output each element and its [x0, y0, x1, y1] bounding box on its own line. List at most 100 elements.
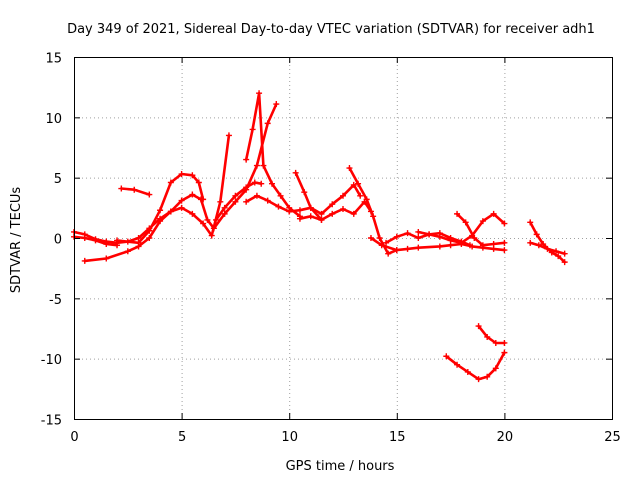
x-tick-label: 0 [70, 430, 78, 445]
data-point [415, 244, 422, 251]
data-point [501, 247, 508, 254]
data-point [458, 239, 465, 246]
data-point [146, 227, 153, 234]
x-tick-label: 5 [178, 430, 186, 445]
data-point [501, 349, 508, 356]
data-point [404, 230, 411, 237]
y-axis-label: SDTVAR / TECUs [9, 187, 24, 294]
axis-ticks: 0 5 10 15 20 25 -15 -10 -5 0 5 10 15 [41, 52, 621, 446]
data-point [544, 245, 551, 252]
data-point [415, 228, 422, 235]
data-point [426, 231, 433, 238]
data-point [443, 353, 450, 360]
data-point [253, 162, 260, 169]
data-point [454, 210, 461, 217]
data-point [490, 241, 497, 248]
data-point [208, 232, 215, 239]
data-point [260, 162, 267, 169]
data-point [340, 192, 346, 199]
data-point [376, 235, 383, 241]
series-arc-16 [443, 349, 508, 383]
data-point [217, 198, 224, 205]
data-point [221, 204, 228, 211]
data-point [135, 239, 142, 246]
data-point [436, 243, 443, 250]
data-point [167, 179, 174, 186]
y-tick-label: -10 [41, 353, 62, 368]
series-arc-2 [81, 101, 280, 264]
series-arc-6 [213, 179, 265, 223]
data-point [350, 181, 357, 188]
data-point [471, 235, 478, 241]
data-point [383, 239, 390, 246]
series-arc-10 [292, 169, 325, 223]
data-point [251, 179, 258, 186]
data-point [114, 242, 121, 249]
data-point [318, 216, 325, 223]
data-point [492, 339, 499, 346]
data-point [415, 235, 422, 241]
grid-lines [74, 57, 612, 419]
data-point [357, 192, 364, 199]
data-point [561, 259, 568, 266]
data-point [178, 171, 185, 178]
data-point [307, 204, 314, 211]
data-point [277, 192, 284, 199]
data-point [157, 218, 164, 225]
data-traces [71, 90, 568, 383]
data-point [404, 245, 411, 252]
y-tick-label: 5 [54, 172, 62, 187]
data-point [146, 235, 153, 241]
data-point [131, 186, 138, 193]
x-axis-label: GPS time / hours [286, 459, 395, 474]
series-line [294, 171, 323, 222]
data-point [484, 333, 491, 340]
series-arc-19 [527, 239, 568, 257]
data-point [275, 203, 282, 210]
data-point [273, 101, 280, 108]
data-point [189, 172, 196, 179]
data-point [464, 368, 471, 375]
data-point [189, 210, 196, 217]
series-arc-4 [118, 185, 153, 198]
data-point [475, 376, 482, 383]
data-point [81, 235, 88, 241]
data-point [243, 198, 250, 205]
y-tick-label: 0 [54, 233, 62, 248]
x-tick-label: 25 [604, 430, 621, 445]
data-point [475, 323, 482, 330]
x-tick-label: 20 [497, 430, 514, 445]
data-point [454, 361, 461, 368]
data-point [355, 180, 362, 187]
data-point [307, 213, 314, 220]
data-point [178, 197, 185, 204]
data-point [292, 169, 299, 176]
data-point [479, 218, 486, 225]
chart-title: Day 349 of 2021, Sidereal Day-to-day VTE… [67, 22, 595, 37]
data-point [301, 189, 308, 196]
data-point [103, 241, 110, 248]
data-point [385, 250, 392, 257]
data-point [146, 191, 153, 198]
data-point [329, 210, 336, 217]
series-arc-18 [527, 219, 568, 266]
data-point [447, 237, 454, 244]
data-point [103, 255, 110, 262]
data-point [555, 253, 562, 260]
data-point [378, 242, 385, 249]
data-point [256, 90, 263, 97]
data-point [466, 242, 473, 249]
data-point [210, 225, 217, 232]
data-point [296, 215, 303, 222]
data-point [329, 201, 336, 208]
data-point [221, 210, 228, 217]
data-point [232, 192, 239, 199]
data-point [249, 126, 256, 133]
data-point [527, 239, 534, 246]
data-point [363, 196, 370, 203]
y-tick-label: -15 [41, 414, 62, 429]
data-point [492, 365, 499, 372]
series-line [244, 91, 302, 218]
series-line [83, 102, 278, 263]
